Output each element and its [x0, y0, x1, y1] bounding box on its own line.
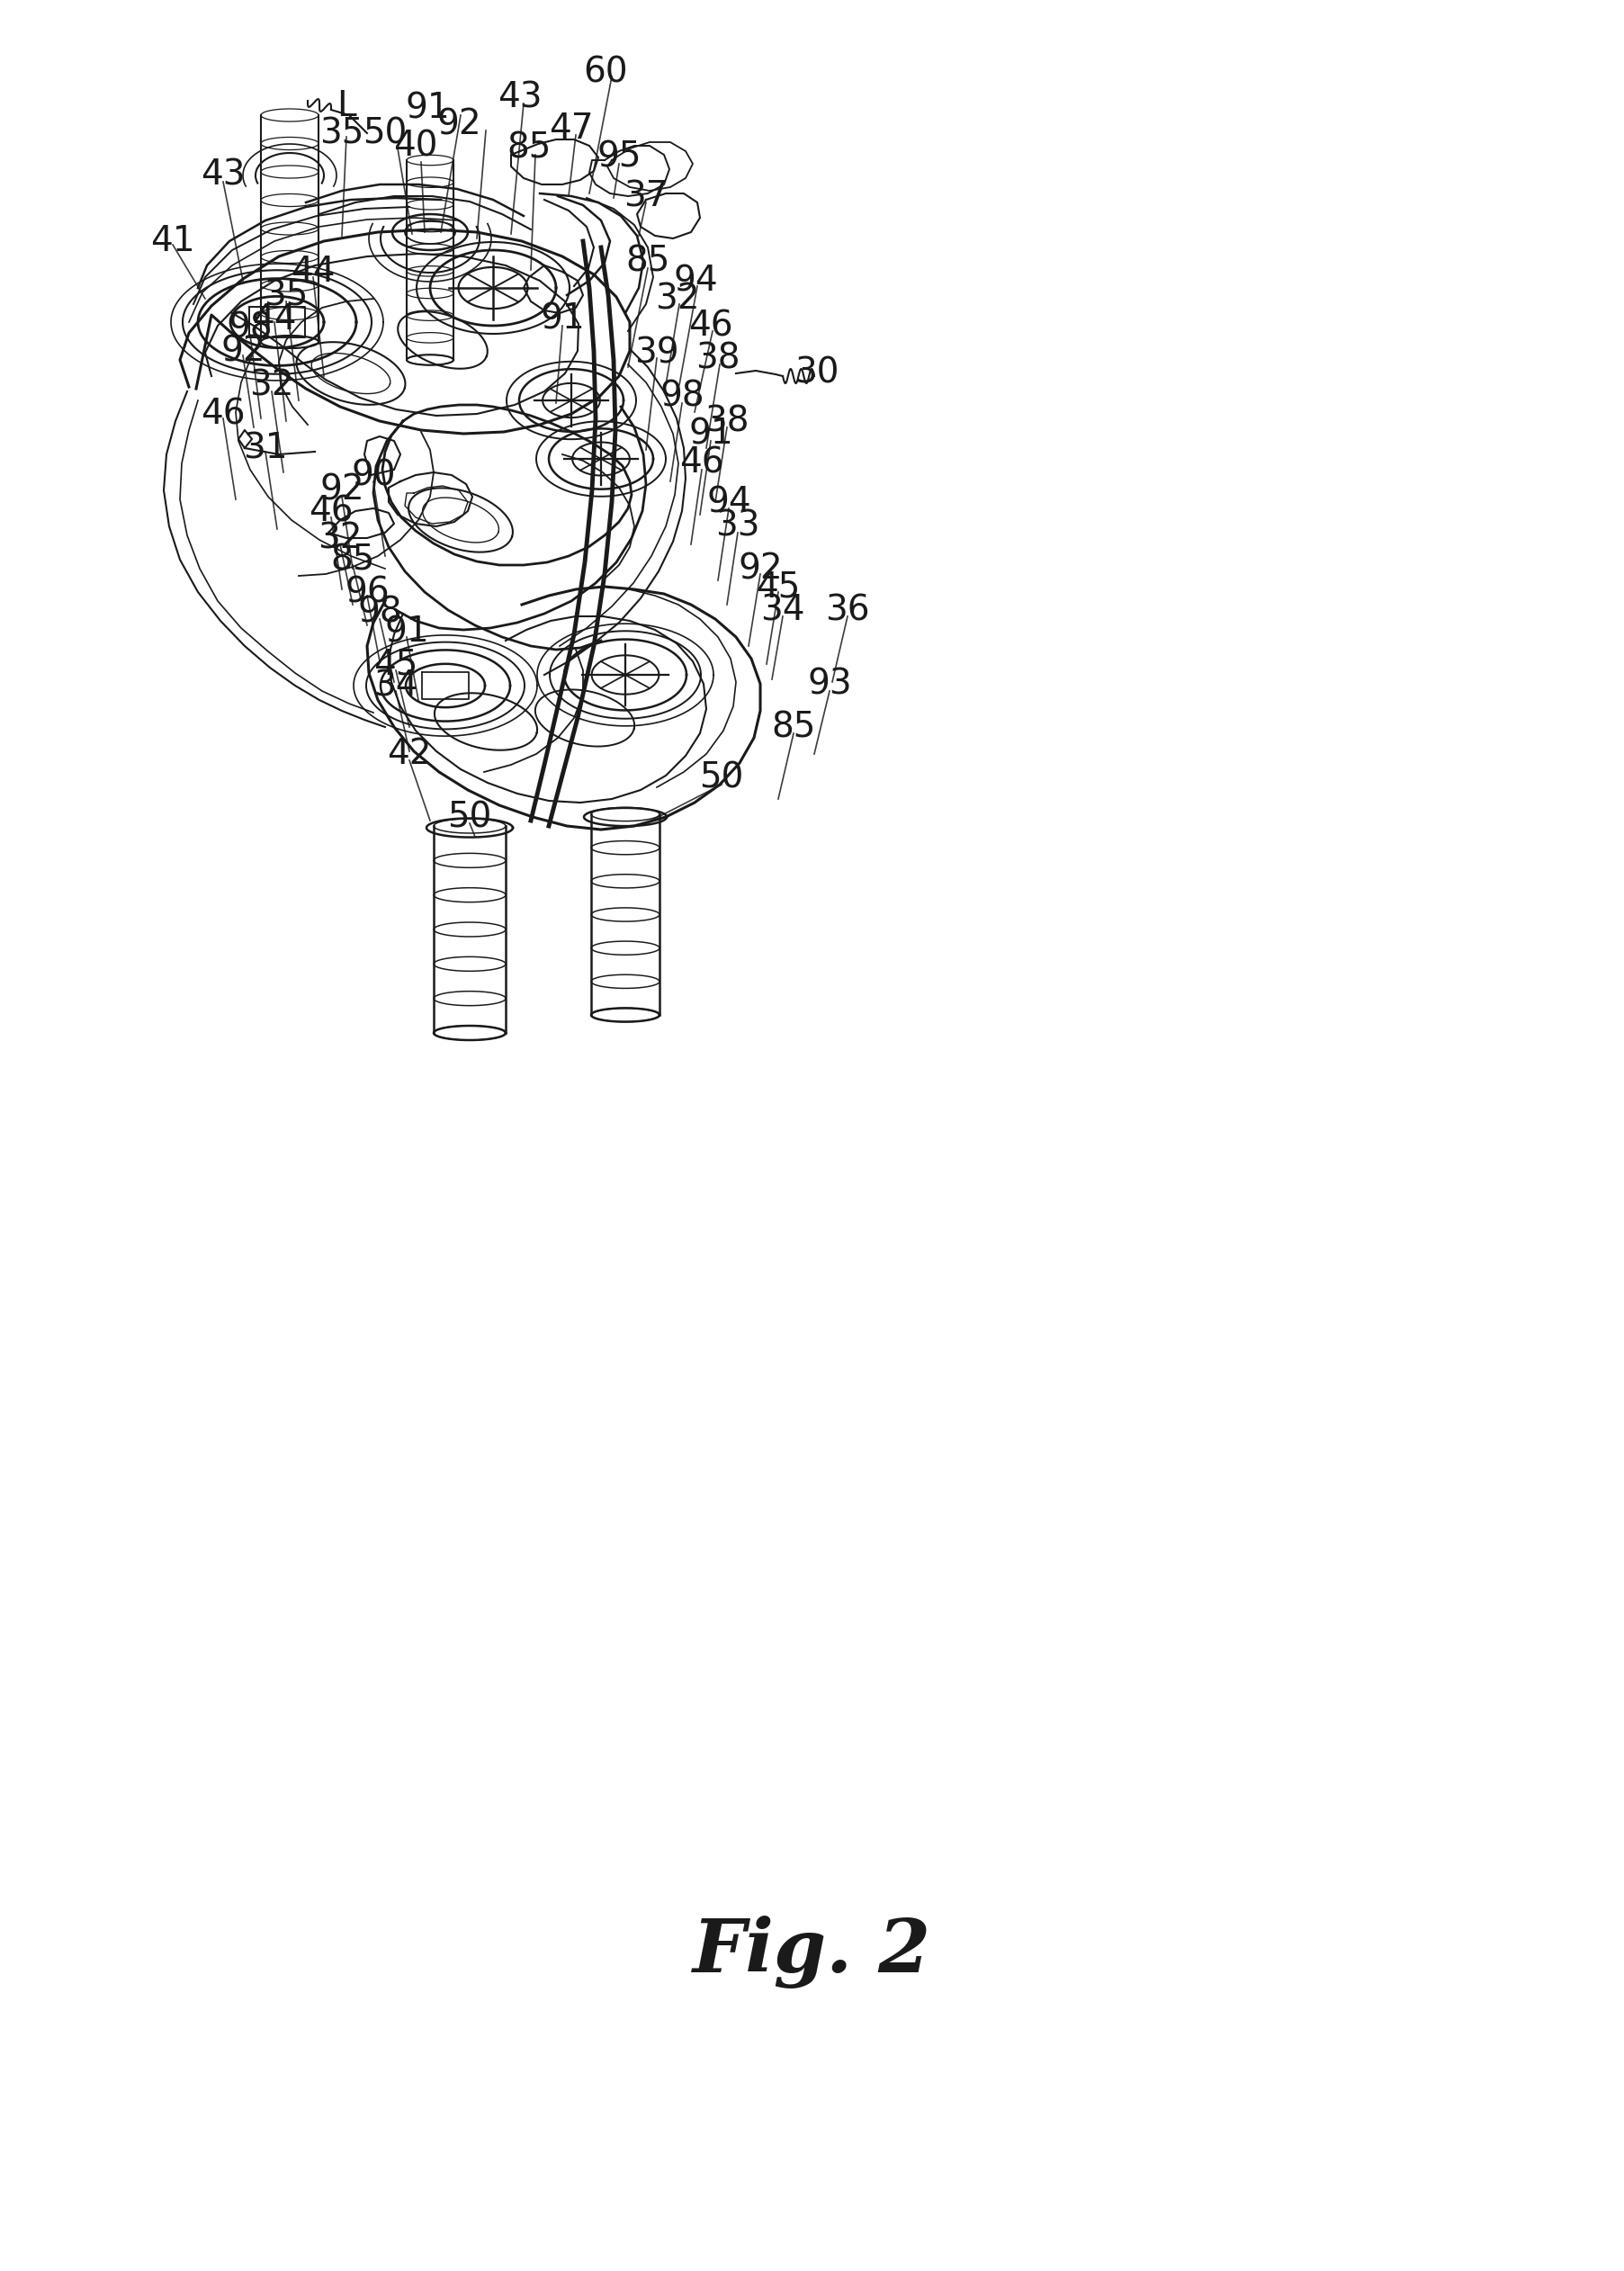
Text: 30: 30: [794, 357, 838, 391]
Text: 44: 44: [291, 254, 335, 288]
Text: 91: 91: [385, 615, 429, 650]
Text: 50: 50: [698, 761, 744, 795]
Text: 93: 93: [807, 668, 851, 702]
Text: 36: 36: [825, 593, 869, 627]
Text: Fig. 2: Fig. 2: [693, 1917, 931, 1989]
Text: 92: 92: [221, 334, 265, 368]
Text: 38: 38: [695, 341, 741, 375]
Text: 46: 46: [679, 447, 724, 481]
Text: 92: 92: [320, 472, 364, 506]
Text: 96: 96: [344, 575, 390, 609]
Text: 95: 95: [596, 141, 641, 175]
Text: 85: 85: [507, 132, 551, 166]
Text: 94: 94: [706, 486, 750, 520]
Text: 42: 42: [387, 736, 432, 772]
Text: 92: 92: [737, 552, 783, 586]
Text: 35: 35: [263, 277, 309, 311]
Text: 91: 91: [689, 416, 732, 450]
Text: 43: 43: [201, 159, 245, 193]
Text: 46: 46: [689, 309, 732, 343]
Text: 32: 32: [250, 368, 294, 402]
Text: 43: 43: [497, 79, 542, 114]
Text: 40: 40: [393, 129, 438, 164]
Text: 94: 94: [672, 263, 718, 298]
Text: 39: 39: [633, 336, 679, 370]
Text: 98: 98: [227, 311, 273, 345]
Text: 85: 85: [771, 711, 815, 745]
Text: 91: 91: [539, 302, 585, 336]
Text: 45: 45: [374, 647, 417, 681]
Text: 98: 98: [357, 595, 401, 629]
Text: 92: 92: [437, 107, 481, 141]
Text: 46: 46: [201, 397, 245, 431]
Text: 34: 34: [760, 593, 804, 627]
Text: 90: 90: [351, 459, 396, 493]
Text: 41: 41: [151, 225, 195, 259]
Text: L: L: [336, 89, 356, 123]
Text: 50: 50: [447, 799, 492, 833]
Text: 38: 38: [705, 404, 749, 438]
Text: 98: 98: [659, 379, 703, 413]
Text: 85: 85: [625, 243, 669, 277]
Text: 31: 31: [244, 431, 287, 466]
Text: 45: 45: [755, 570, 801, 604]
Text: 47: 47: [549, 111, 593, 145]
Text: 32: 32: [654, 282, 700, 316]
Text: 37: 37: [624, 179, 667, 213]
Text: 60: 60: [583, 55, 627, 89]
Text: 35: 35: [320, 116, 364, 150]
Text: 46: 46: [309, 495, 354, 529]
Text: 34: 34: [374, 668, 417, 702]
Text: 44: 44: [252, 302, 297, 336]
Text: 91: 91: [404, 91, 450, 125]
Text: 85: 85: [330, 543, 375, 577]
Text: 32: 32: [318, 520, 362, 554]
Text: 50: 50: [362, 116, 408, 150]
Text: 33: 33: [715, 509, 760, 543]
